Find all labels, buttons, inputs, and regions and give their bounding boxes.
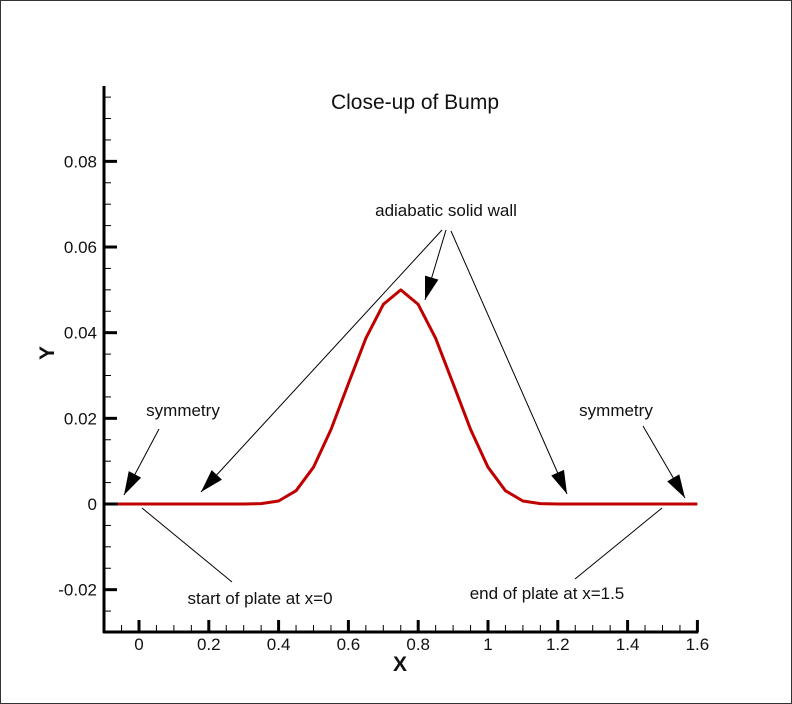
arrow-symmetry-right [642,425,686,499]
y-tick-label: 0.04 [64,324,97,343]
x-tick-label: 0.8 [406,635,430,654]
bump-curve [118,288,698,506]
y-tick-label: 0 [88,495,97,514]
annotation-start-of-plate: start of plate at x=0 [187,589,332,608]
y-axis-label: Y [36,346,59,360]
arrow-wall-left [200,229,443,493]
arrow-symmetry-left [123,428,160,496]
annotation-symmetry-left: symmetry [146,401,220,420]
arrow-wall-peak [424,229,447,301]
annotation-adiabatic-wall: adiabatic solid wall [375,201,517,220]
x-tick-label: 1.4 [616,635,640,654]
leader-end-of-plate [574,507,663,580]
x-tick-label: 1.2 [546,635,570,654]
x-tick-label: 0.4 [267,635,291,654]
y-tick-label: -0.02 [58,581,97,600]
x-tick-label: 0 [134,635,143,654]
x-tick-label: 1 [483,635,492,654]
chart-title: Close-up of Bump [331,91,499,114]
arrow-wall-right [450,230,568,495]
y-axis-ticks: -0.02 0 0.02 0.04 0.06 0.08 [58,96,117,612]
x-tick-label: 1.6 [686,635,710,654]
x-tick-label: 0.2 [197,635,221,654]
y-tick-label: 0.06 [64,238,97,257]
x-tick-label: 0.6 [337,635,361,654]
leader-start-of-plate [141,507,233,583]
x-axis-ticks: 0 0.2 0.4 0.6 0.8 1 1.2 1.4 1.6 [121,620,710,654]
x-axis-label: X [393,653,407,676]
annotation-end-of-plate: end of plate at x=1.5 [470,584,625,603]
annotation-symmetry-right: symmetry [579,401,653,420]
y-tick-label: 0.08 [64,152,97,171]
y-tick-label: 0.02 [64,409,97,428]
